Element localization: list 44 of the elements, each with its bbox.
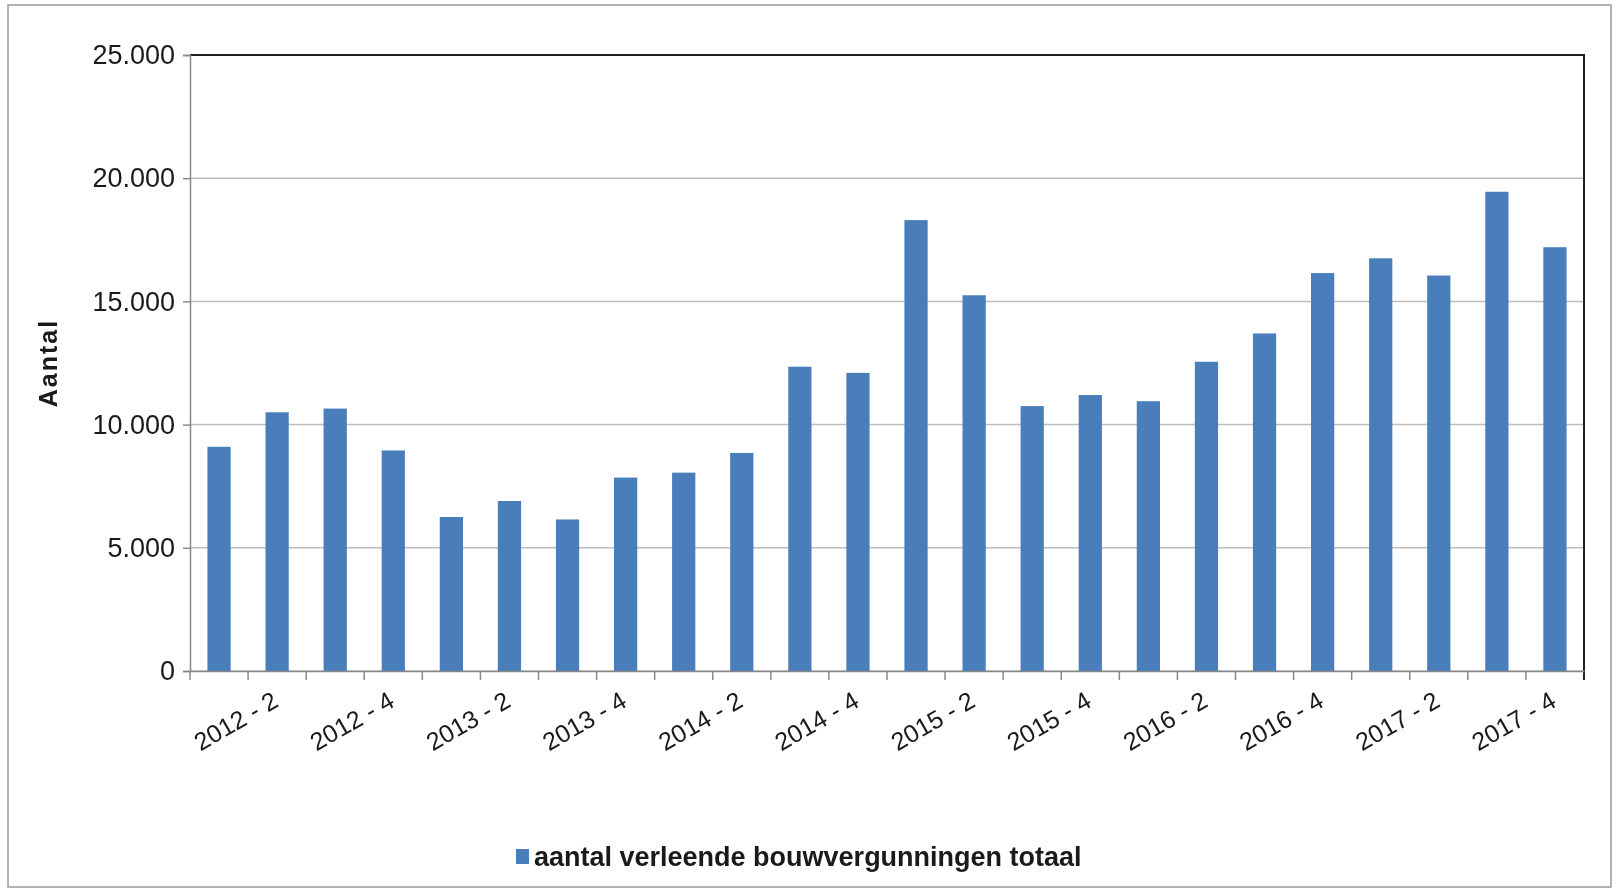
x-tick-label: 2015 - 2 <box>885 685 980 756</box>
x-tick-label: 2015 - 4 <box>1002 685 1096 756</box>
x-tick-label: 2016 - 2 <box>1118 685 1212 756</box>
y-tick-label: 5.000 <box>107 532 175 563</box>
bar <box>555 519 580 671</box>
bar <box>381 450 405 671</box>
x-tick-label: 2017 - 4 <box>1466 685 1561 756</box>
bar <box>1020 406 1044 671</box>
y-tick-label: 0 <box>159 656 175 687</box>
legend-label: aantal verleende bouwvergunningen totaal <box>534 842 1082 872</box>
bar <box>1369 258 1393 671</box>
bar <box>1136 401 1160 671</box>
y-tick-label: 15.000 <box>92 286 175 317</box>
bar <box>1485 191 1509 671</box>
x-tick-label: 2013 - 4 <box>537 685 631 756</box>
bar <box>1252 333 1277 671</box>
x-tick-label: 2016 - 4 <box>1234 685 1328 756</box>
y-tick-label: 20.000 <box>92 163 175 194</box>
bar <box>1194 361 1219 671</box>
bar <box>962 295 986 671</box>
x-tick-label: 2014 - 2 <box>653 685 748 756</box>
x-tick-label: 2017 - 2 <box>1350 685 1445 756</box>
y-axis-title: Aantal <box>34 318 62 408</box>
x-tick-label: 2014 - 4 <box>769 685 864 756</box>
bar <box>614 477 638 671</box>
x-tick-label: 2013 - 2 <box>421 685 515 756</box>
bar <box>323 408 347 671</box>
bar <box>904 220 928 671</box>
bar <box>1078 395 1102 671</box>
bar <box>497 500 522 671</box>
y-tick-label: 25.000 <box>92 40 175 71</box>
bar <box>265 412 289 671</box>
bar <box>207 446 231 671</box>
y-tick-label: 10.000 <box>92 409 175 440</box>
bar <box>1311 273 1335 671</box>
x-tick-label: 2012 - 4 <box>305 685 399 756</box>
bar <box>730 452 754 671</box>
bar <box>1427 275 1451 671</box>
bar <box>672 472 696 671</box>
bar <box>846 372 870 671</box>
x-tick-label: 2012 - 2 <box>188 685 283 756</box>
bar <box>439 517 463 671</box>
bar <box>788 366 812 671</box>
bar <box>1543 247 1567 671</box>
